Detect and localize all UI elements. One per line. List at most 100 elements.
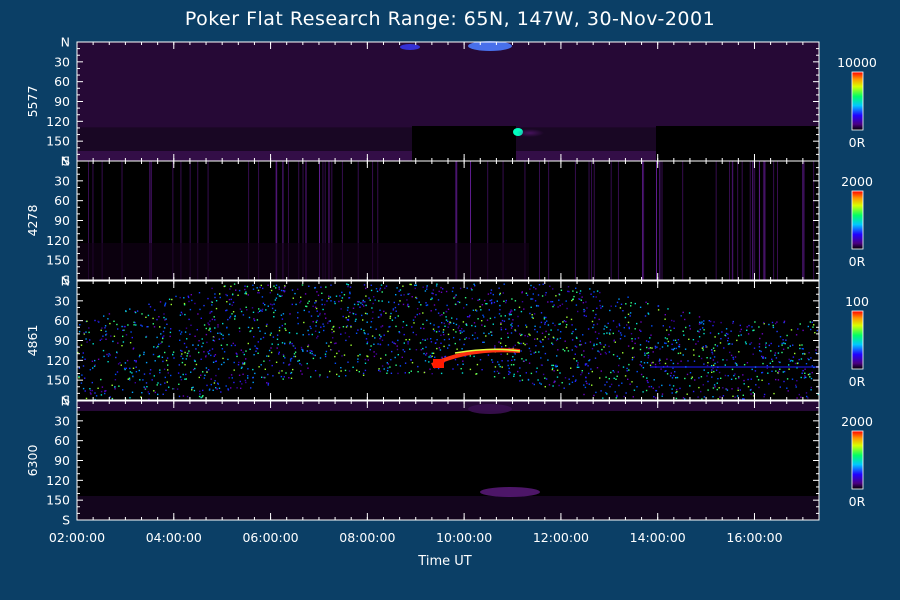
speckle: [743, 398, 745, 400]
speckle: [164, 351, 166, 354]
speckle: [578, 298, 581, 300]
speckle: [192, 368, 195, 371]
speckle: [491, 359, 493, 361]
speckle: [270, 289, 273, 292]
speckle: [128, 377, 131, 379]
speckle: [379, 287, 382, 290]
speckle: [553, 380, 556, 382]
speckle: [728, 343, 731, 345]
speckle: [425, 302, 427, 304]
speckle: [445, 290, 448, 293]
speckle: [411, 296, 413, 298]
y-tick-label: N: [61, 274, 70, 289]
speckle: [586, 307, 588, 309]
speckle: [733, 374, 735, 377]
colorbar-min-label: 0R: [849, 374, 866, 389]
speckle: [217, 326, 219, 328]
speckle: [173, 357, 175, 359]
speckle: [376, 290, 379, 293]
speckle: [705, 345, 707, 347]
speckle: [500, 323, 502, 325]
speckle: [725, 388, 728, 390]
speckle: [556, 365, 558, 367]
speckle: [310, 327, 312, 330]
speckle: [604, 325, 606, 327]
speckle: [254, 345, 256, 347]
speckle: [532, 293, 534, 295]
speckle: [494, 366, 497, 368]
speckle: [596, 367, 599, 369]
speckle: [763, 323, 765, 325]
speckle: [397, 303, 400, 306]
speckle: [412, 319, 415, 321]
speckle: [135, 366, 137, 368]
speckle: [789, 345, 791, 347]
speckle: [529, 350, 532, 352]
speckle: [496, 370, 499, 372]
speckle: [235, 289, 237, 291]
speckle: [643, 362, 646, 364]
colorbar-frame: [851, 430, 864, 490]
speckle: [258, 292, 260, 294]
speckle: [257, 341, 259, 343]
speckle: [84, 358, 86, 360]
speckle: [817, 393, 819, 396]
speckle: [798, 358, 800, 361]
speckle: [674, 339, 677, 341]
speckle: [256, 347, 259, 350]
speckle: [671, 388, 673, 390]
speckle: [278, 286, 280, 288]
speckle: [219, 332, 221, 334]
speckle: [580, 299, 582, 301]
speckle: [664, 342, 666, 344]
speckle: [385, 312, 387, 314]
speckle: [314, 370, 317, 372]
speckle: [609, 309, 611, 312]
speckle: [475, 309, 477, 311]
speckle: [500, 327, 502, 329]
speckle: [341, 355, 343, 357]
speckle: [214, 354, 217, 356]
speckle: [330, 300, 332, 302]
speckle: [460, 330, 462, 332]
speckle: [332, 337, 334, 339]
speckle: [348, 297, 351, 299]
speckle: [184, 351, 186, 354]
speckle: [202, 371, 204, 373]
speckle: [157, 382, 159, 384]
speckle: [222, 337, 224, 340]
speckle: [596, 323, 599, 325]
speckle: [222, 322, 224, 325]
speckle: [164, 305, 166, 307]
speckle: [325, 317, 327, 319]
speckle: [108, 353, 110, 355]
speckle: [713, 356, 716, 358]
speckle: [739, 330, 741, 333]
speckle: [557, 349, 559, 351]
speckle: [440, 291, 443, 293]
speckle: [811, 365, 813, 367]
speckle: [599, 304, 601, 307]
speckle: [371, 317, 374, 319]
speckle: [604, 351, 607, 354]
speckle: [312, 354, 315, 356]
speckle: [198, 376, 200, 379]
speckle: [373, 351, 375, 353]
colorbar-max-label: 10000: [837, 55, 877, 70]
speckle: [514, 300, 517, 302]
speckle: [302, 349, 304, 351]
speckle: [231, 304, 233, 306]
speckle: [88, 331, 90, 334]
speckle: [229, 315, 232, 318]
speckle: [239, 308, 242, 310]
speckle: [624, 316, 627, 319]
speckle: [290, 357, 293, 360]
speckle: [348, 336, 350, 338]
speckle: [452, 287, 454, 289]
speckle: [236, 355, 238, 358]
speckle: [205, 327, 207, 330]
speckle: [499, 292, 501, 295]
speckle: [381, 339, 384, 341]
speckle: [435, 331, 438, 333]
speckle: [612, 320, 615, 322]
